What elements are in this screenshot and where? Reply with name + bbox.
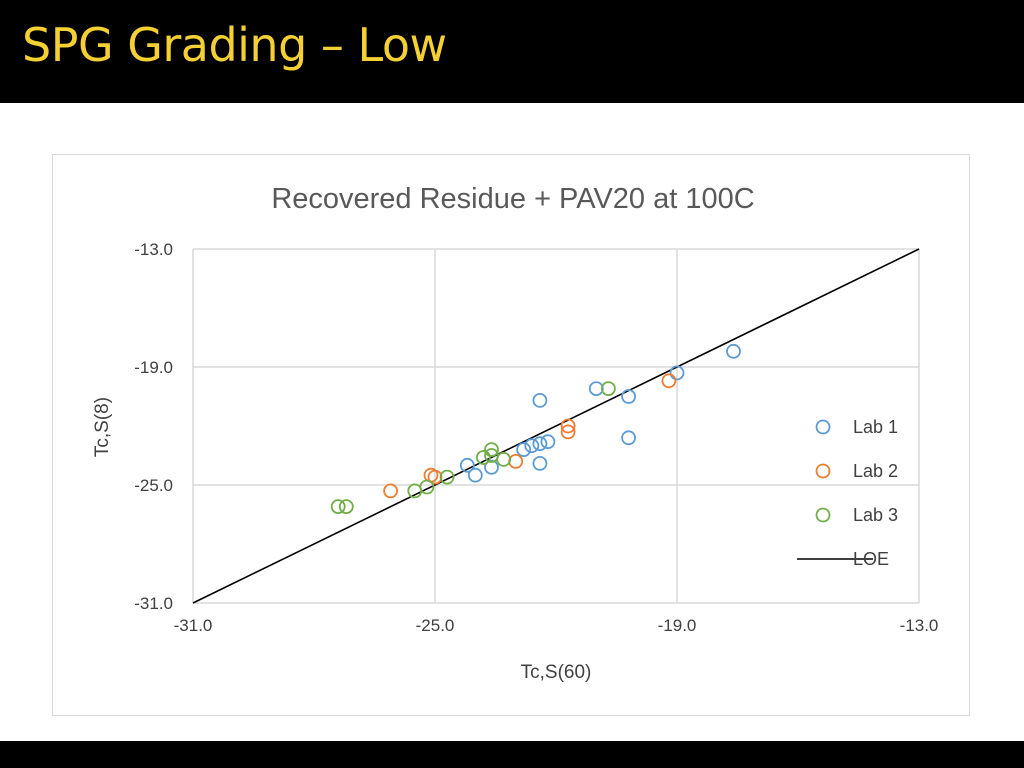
legend-label-lab-3: Lab 3 [853, 505, 898, 525]
y-axis-title: Tc,S(8) [92, 397, 113, 457]
lab1-point [524, 438, 540, 454]
legend-label-loe: LOE [853, 549, 889, 569]
loe-line [192, 248, 920, 604]
lab3-point [484, 442, 499, 458]
lab3-point [407, 483, 423, 499]
x-tick-label: -25.0 [416, 616, 455, 635]
lab1-point [467, 467, 483, 483]
lab1-point [532, 436, 548, 452]
lab1-point [484, 459, 499, 475]
grid-layer [192, 248, 920, 604]
lab2-point [661, 373, 677, 389]
lab1-point [459, 457, 475, 473]
slide-title: SPG Grading – Low [22, 18, 447, 72]
lab1-point [532, 392, 548, 408]
lab3-point [601, 381, 616, 397]
bottom-bar [0, 741, 1024, 768]
lab3-point [496, 451, 512, 467]
x-axis-title: Tc,S(60) [521, 662, 592, 683]
lab1-point [532, 455, 548, 471]
points-layer [330, 343, 741, 515]
lab2-point [560, 418, 576, 434]
x-tick-label: -19.0 [658, 616, 697, 635]
lab1-point [621, 430, 636, 446]
title-bar [0, 0, 1024, 103]
y-tick-label: -19.0 [134, 358, 173, 377]
y-tick-label: -25.0 [134, 476, 173, 495]
legend-marker-lab-3 [815, 507, 831, 523]
lab2-point [383, 483, 399, 499]
lab3-point [439, 469, 455, 485]
scatter-chart: Recovered Residue + PAV20 at 100C -31.0-… [92, 183, 938, 683]
lab2-point [560, 424, 576, 440]
legend-marker-lab-2 [815, 463, 831, 479]
ticks-layer: -31.0 -25.0 -19.0 -13.0 -31.0 -25.0 -19.0 -13.0 [134, 240, 938, 635]
x-tick-label: -13.0 [900, 616, 939, 635]
lab1-point [516, 442, 532, 458]
loe-layer [192, 248, 920, 604]
y-tick-label: -13.0 [134, 240, 173, 259]
lab3-point [338, 499, 354, 515]
legend-marker-lab-1 [815, 419, 831, 435]
legend-label-lab-2: Lab 2 [853, 461, 898, 481]
chart-frame: Recovered Residue + PAV20 at 100C -31.0-… [52, 154, 970, 716]
x-tick-label: -31.0 [174, 616, 213, 635]
lab1-point [588, 381, 604, 397]
lab1-point [669, 365, 685, 381]
y-tick-label: -31.0 [134, 594, 173, 613]
lab3-point [484, 448, 499, 463]
lab1-point [621, 389, 636, 404]
lab1-point [540, 434, 556, 450]
lab3-point [475, 450, 491, 465]
lab3-point [330, 499, 346, 515]
lab2-point [508, 453, 524, 469]
chart-title: Recovered Residue + PAV20 at 100C [271, 183, 754, 215]
lab1-point [726, 343, 741, 359]
legend: Lab 1 Lab 2 Lab 3 LOE [797, 417, 898, 569]
legend-label-lab-1: Lab 1 [853, 417, 898, 437]
